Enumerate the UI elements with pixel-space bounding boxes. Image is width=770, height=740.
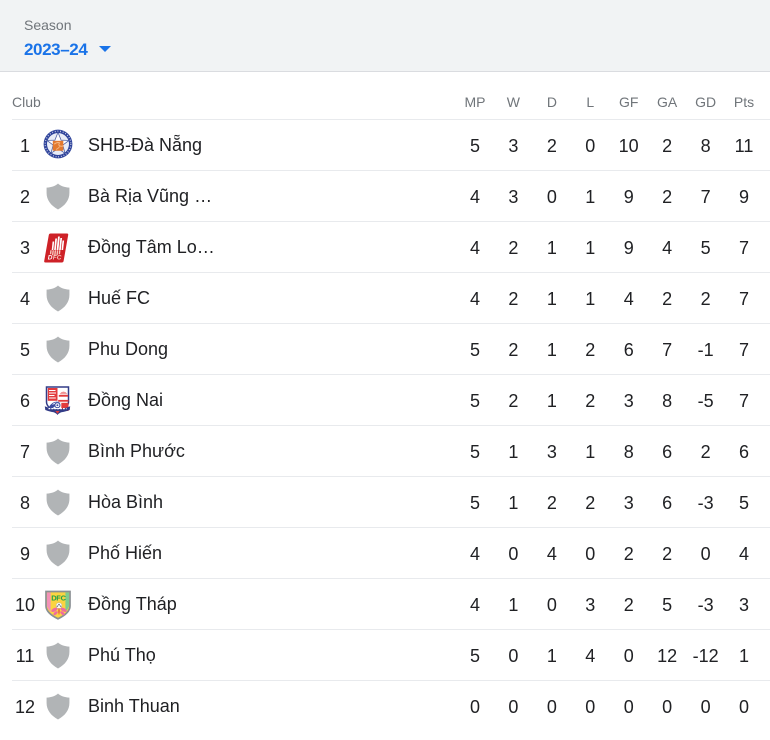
svg-text:DFC: DFC — [51, 594, 66, 603]
svg-text:FC: FC — [53, 254, 62, 261]
svg-text:D: D — [48, 254, 53, 261]
